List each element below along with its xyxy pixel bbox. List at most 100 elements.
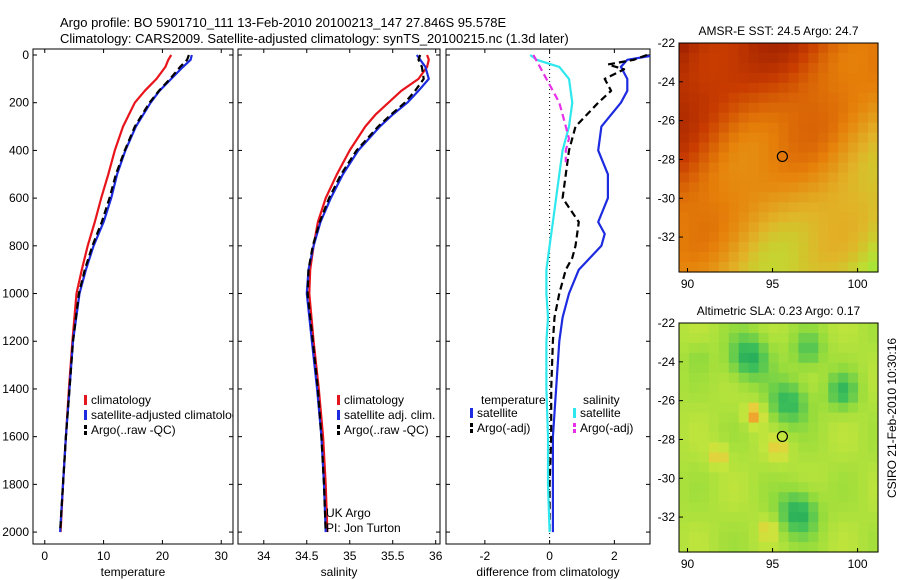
heatmap-cell bbox=[858, 62, 869, 74]
heatmap-cell bbox=[768, 502, 780, 513]
heatmap-cell bbox=[758, 112, 770, 124]
heatmap-cell bbox=[778, 442, 790, 454]
heatmap-cell bbox=[698, 392, 710, 404]
heatmap-cell bbox=[778, 102, 790, 114]
heatmap-cell bbox=[688, 472, 700, 483]
y-tick-label: 2000 bbox=[2, 525, 29, 539]
heatmap-cell bbox=[858, 52, 869, 64]
heatmap-cell bbox=[728, 182, 740, 193]
y-tick-label: -28 bbox=[658, 152, 676, 166]
heatmap-cell bbox=[708, 52, 720, 64]
heatmap-cell bbox=[679, 522, 690, 533]
heatmap-cell bbox=[688, 152, 700, 164]
x-tick-label: 35 bbox=[343, 549, 357, 563]
heatmap-cell bbox=[868, 522, 879, 533]
heatmap-cell bbox=[708, 323, 720, 334]
heatmap-cell bbox=[718, 72, 730, 84]
heatmap-cell bbox=[679, 462, 690, 473]
heatmap-cell bbox=[788, 542, 799, 553]
heatmap-cell bbox=[698, 502, 710, 513]
heatmap-cell bbox=[758, 202, 770, 213]
heatmap-cell bbox=[748, 112, 760, 124]
heatmap-cell bbox=[798, 323, 809, 334]
heatmap-cell bbox=[758, 532, 770, 543]
heatmap-cell bbox=[828, 222, 839, 233]
heatmap-cell bbox=[778, 162, 790, 174]
heatmap-cell bbox=[788, 522, 799, 533]
heatmap-cell bbox=[679, 392, 690, 404]
heatmap-cell bbox=[748, 422, 760, 434]
heatmap-cell bbox=[698, 62, 710, 74]
heatmap-cell bbox=[708, 82, 720, 94]
heatmap-cell bbox=[708, 212, 720, 223]
heatmap-cell bbox=[828, 112, 839, 124]
legend-swatch bbox=[573, 423, 576, 427]
legend-header-temperature: temperature bbox=[481, 393, 546, 407]
heatmap-cell bbox=[679, 182, 690, 193]
heatmap-cell bbox=[688, 43, 700, 54]
heatmap-cell bbox=[718, 122, 730, 134]
heatmap-cell bbox=[738, 202, 750, 213]
heatmap-cell bbox=[858, 372, 869, 384]
heatmap-cell bbox=[748, 382, 760, 394]
heatmap-cell bbox=[818, 222, 829, 233]
heatmap-cell bbox=[848, 532, 859, 543]
heatmap-cell bbox=[768, 422, 780, 434]
heatmap-cell bbox=[679, 172, 690, 183]
float-position-marker bbox=[776, 430, 788, 443]
heatmap-cell bbox=[748, 542, 760, 553]
heatmap-cell bbox=[718, 52, 730, 64]
heatmap-cell bbox=[688, 352, 700, 364]
legend-label: climatology bbox=[344, 393, 404, 407]
heatmap-cell bbox=[868, 72, 879, 84]
heatmap-cell bbox=[688, 482, 700, 493]
heatmap-cell bbox=[708, 192, 720, 203]
heatmap-cell bbox=[679, 472, 690, 483]
heatmap-cell bbox=[698, 462, 710, 473]
x-tick-label: 34 bbox=[257, 549, 271, 563]
heatmap-cell bbox=[828, 392, 839, 404]
heatmap-cell bbox=[788, 512, 799, 523]
heatmap-cell bbox=[748, 482, 760, 493]
heatmap-cell bbox=[848, 172, 859, 183]
heatmap-cell bbox=[818, 62, 829, 74]
heatmap-cell bbox=[818, 232, 829, 243]
heatmap-cell bbox=[828, 352, 839, 364]
heatmap-cell bbox=[818, 352, 829, 364]
heatmap-cell bbox=[688, 132, 700, 144]
heatmap-cell bbox=[838, 472, 849, 483]
heatmap-cell bbox=[738, 492, 750, 503]
heatmap-cell bbox=[758, 132, 770, 144]
heatmap-cell bbox=[818, 202, 829, 213]
heatmap-cell bbox=[828, 52, 839, 64]
heatmap-cell bbox=[818, 432, 829, 444]
heatmap-cell bbox=[868, 252, 879, 263]
heatmap-cell bbox=[758, 542, 770, 553]
heatmap-cell bbox=[718, 342, 730, 354]
x-tick-label: 2 bbox=[611, 549, 618, 563]
heatmap-cell bbox=[688, 92, 700, 104]
heatmap-cell bbox=[708, 342, 720, 354]
heatmap-cell bbox=[778, 92, 790, 104]
heatmap-cell bbox=[728, 72, 740, 84]
heatmap-cell bbox=[688, 532, 700, 543]
heatmap-cell bbox=[698, 132, 710, 144]
heatmap-cell bbox=[758, 372, 770, 384]
heatmap-cell bbox=[728, 352, 740, 364]
heatmap-cell bbox=[838, 192, 849, 203]
heatmap-cell bbox=[738, 452, 750, 463]
series-line-salinity-argo-adj- bbox=[532, 54, 571, 163]
heatmap-cell bbox=[758, 52, 770, 64]
heatmap-cell bbox=[679, 52, 690, 64]
heatmap-cell bbox=[798, 522, 809, 533]
heatmap-cell bbox=[828, 162, 839, 174]
heatmap-cell bbox=[768, 112, 780, 124]
heatmap-cell bbox=[808, 152, 819, 164]
heatmap-cell bbox=[778, 482, 790, 493]
heatmap-cell bbox=[828, 472, 839, 483]
heatmap-cell bbox=[679, 222, 690, 233]
heatmap-cell bbox=[868, 352, 879, 364]
heatmap-cell bbox=[848, 72, 859, 84]
heatmap-cell bbox=[788, 332, 799, 344]
heatmap-cell bbox=[738, 72, 750, 84]
